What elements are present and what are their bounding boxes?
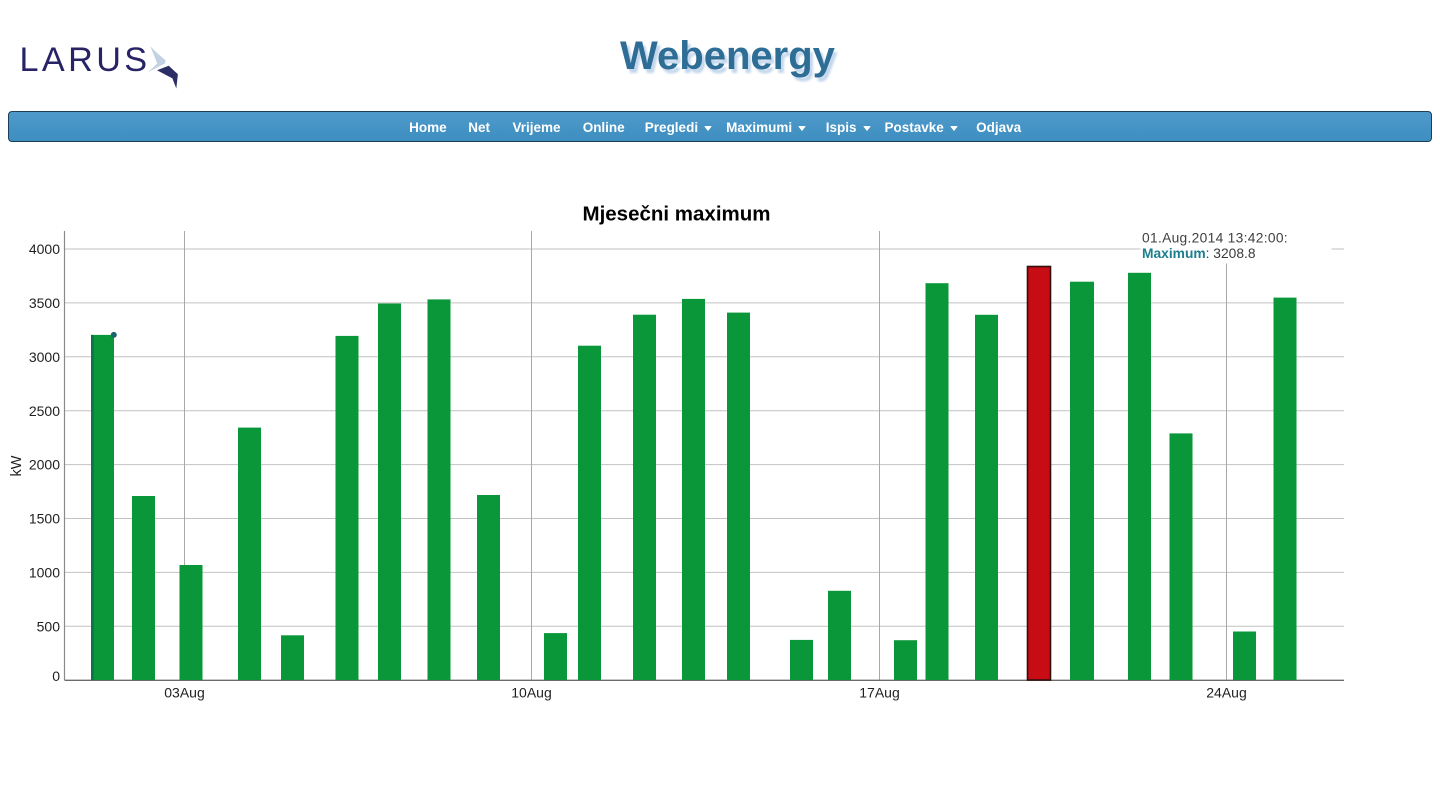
svg-text:Maximum: 3208.8: Maximum: 3208.8 bbox=[1142, 246, 1256, 261]
svg-text:1000: 1000 bbox=[29, 565, 60, 581]
svg-text:2500: 2500 bbox=[29, 403, 60, 419]
svg-text:kW: kW bbox=[9, 455, 25, 476]
svg-text:2000: 2000 bbox=[29, 457, 60, 473]
svg-text:Mjesečni maximum: Mjesečni maximum bbox=[583, 202, 771, 225]
svg-text:3500: 3500 bbox=[29, 295, 60, 311]
svg-text:01.Aug.2014 13:42:00:: 01.Aug.2014 13:42:00: bbox=[1142, 231, 1288, 246]
svg-text:10Aug: 10Aug bbox=[511, 685, 551, 701]
svg-text:17Aug: 17Aug bbox=[859, 685, 899, 701]
svg-text:24Aug: 24Aug bbox=[1206, 685, 1246, 701]
svg-text:4000: 4000 bbox=[29, 241, 60, 257]
svg-text:0: 0 bbox=[52, 668, 60, 684]
svg-text:500: 500 bbox=[37, 618, 61, 634]
svg-text:03Aug: 03Aug bbox=[164, 685, 204, 701]
svg-text:1500: 1500 bbox=[29, 511, 60, 527]
svg-text:LARUS: LARUS bbox=[20, 41, 151, 79]
svg-text:3000: 3000 bbox=[29, 349, 60, 365]
